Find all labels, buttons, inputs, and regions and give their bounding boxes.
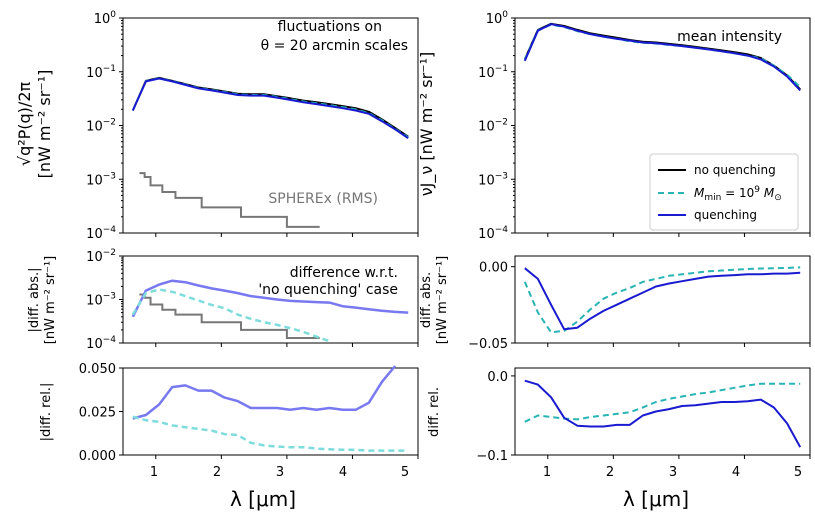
y-tick-label: 0.025 [79,406,116,421]
y-label-diffabs-right-line1: diff. abs. [419,272,434,328]
y-label-diffabs-right: diff. abs. [nW m⁻² sr⁻¹] [419,256,450,344]
y-tick-label: 0.00 [479,261,508,276]
legend-mmin-eq: = 10 [721,186,754,200]
y-label-fluct-line2: [nW m⁻² sr⁻¹] [35,70,54,179]
y-label-mean-text: νJ_ν [nW m⁻² sr⁻¹] [417,52,437,197]
y-label-fluct: √q²P(q)/2π [nW m⁻² sr⁻¹] [15,70,54,179]
legend-mmin-unit-sub: ⊙ [774,193,782,203]
y-label-fluct-line1: √q²P(q)/2π [15,82,34,167]
y-tick-label: 10−3 [86,171,116,188]
series-diffrel-right-quenching [524,379,802,448]
y-tick-label: 0.0 [487,370,508,385]
panel-fluct: 100 10−1 10−2 10−3 10−4 [86,10,419,242]
panel-mean: 100 10−1 10−2 10−3 10−4 [478,10,811,242]
legend-mmin-label: Mmin = 109 M⊙ [694,185,782,203]
series-diffabs-right-quenching [524,267,801,331]
y-tick-label: 10−2 [478,118,508,135]
axes-frame-diffrel_right [514,367,811,456]
legend-no-quenching-label: no quenching [694,163,776,177]
y-tick-label: 100 [94,10,117,27]
panel-diffabs_left: 10−2 10−3 10−4 [86,248,419,352]
y-tick-label: 10−1 [478,64,508,81]
x-axis-label-right: λ [μm] [623,487,689,511]
y-label-diffabs-left-line1: |diff. abs.| [27,268,42,333]
annotation-mean: mean intensity [677,29,782,45]
series-fluct-no-quenching [131,76,409,138]
axes-frame-diffabs_right [514,255,811,344]
annotation-diff-line1: difference w.r.t. [290,265,398,281]
series-diffrel-right-mmin [524,382,801,423]
y-tick-label: 10−1 [86,64,116,81]
legend-quenching-label: quenching [694,208,757,222]
legend: no quenching Mmin = 109 M⊙ quenching [649,153,799,231]
x-axis-label-left: λ [μm] [230,487,296,511]
y-label-diffabs-right-line2: [nW m⁻² sr⁻¹] [435,256,450,344]
legend-mmin-exp: 9 [754,185,760,195]
x-tick-left-4: 4 [339,465,347,480]
y-tick-label: 10−4 [86,335,116,352]
x-tick-right-5: 5 [794,465,802,480]
x-tick-right-1: 1 [543,465,551,480]
y-tick-label: 0.000 [79,449,116,464]
y-tick-label: 0.050 [79,362,116,377]
panel-diffrel_left: 0.050 0.025 0.000 [79,362,419,464]
y-tick-label: −0.05 [468,337,508,352]
y-label-diffrel-right: diff. rel. [427,387,442,437]
annotation-fluct-line1: fluctuations on [278,19,382,35]
series-fluct-mmin [131,77,409,139]
y-tick-label: 10−2 [86,248,116,265]
x-tick-left-2: 2 [213,465,221,480]
series-diffabs-left-quenching [131,279,409,318]
series-diffrel-left-quenching [132,365,397,420]
x-tick-left-1: 1 [150,465,158,480]
x-tick-left-3: 3 [276,465,284,480]
series-diffrel-left-mmin [132,415,409,452]
y-label-diffrel-right-text: diff. rel. [427,387,442,437]
x-tick-right-2: 2 [606,465,614,480]
x-tick-left-5: 5 [401,465,409,480]
y-tick-label: 10−3 [478,171,508,188]
annotation-fluct-line2: θ = 20 arcmin scales [261,38,408,54]
y-tick-label: 10−4 [478,225,508,242]
y-tick-label: 10−2 [86,118,116,135]
y-tick-label: 10−4 [86,225,116,242]
y-label-diffrel-left-text: |diff. rel.| [39,383,54,442]
y-label-mean: νJ_ν [nW m⁻² sr⁻¹] [417,52,437,197]
spherex-label: SPHEREx (RMS) [268,191,378,207]
y-label-diffrel-left: |diff. rel.| [39,383,54,442]
y-label-diffabs-left-line2: [nW m⁻² sr⁻¹] [43,256,58,344]
y-tick-label: 10−3 [86,292,116,309]
series-spherex-rms [139,172,320,228]
series-mean-quenching [523,23,801,92]
series-fluct-quenching [131,77,409,140]
annotation-diff-line2: 'no quenching' case [258,282,398,298]
series-diffabs-spherex [139,293,320,340]
y-label-diffabs-left: |diff. abs.| [nW m⁻² sr⁻¹] [27,256,58,344]
x-tick-right-3: 3 [669,465,677,480]
x-ticks-left: 1 2 3 4 5 [150,465,409,480]
legend-mmin-unit: M [760,186,775,200]
legend-box [649,153,799,231]
series-diffabs-left-mmin [131,288,330,343]
legend-mmin-sub: min [704,193,721,203]
y-tick-label: 100 [486,10,509,27]
x-ticks-right: 1 2 3 4 5 [543,465,802,480]
series-diffabs-right-mmin [523,266,801,334]
panel-diffrel_right: 0.0 −0.1 [476,367,811,464]
axes-frame-diffrel_left [122,367,419,456]
legend-mmin-m: M [694,186,705,200]
x-tick-right-4: 4 [732,465,740,480]
panel-diffabs_right: 0.00 −0.05 [468,255,811,352]
y-tick-label: −0.1 [476,449,508,464]
